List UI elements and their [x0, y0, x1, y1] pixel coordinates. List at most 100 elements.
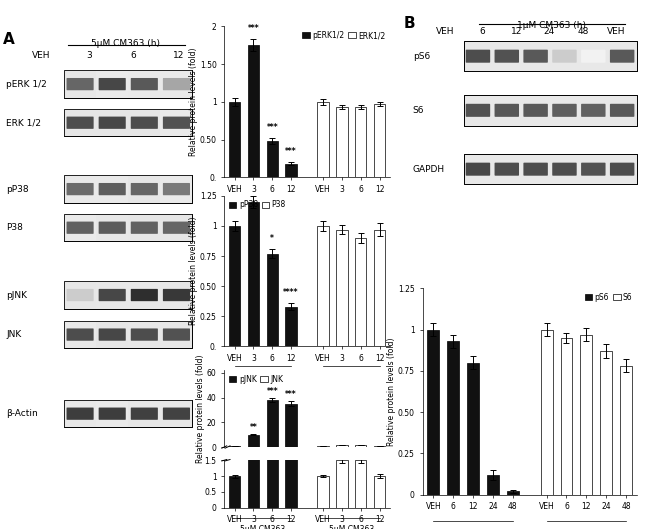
Bar — [374, 230, 385, 346]
Bar — [248, 435, 259, 447]
Text: 6: 6 — [130, 51, 136, 60]
Bar — [507, 491, 519, 495]
Bar — [64, 70, 96, 98]
Text: 5μM CM363: 5μM CM363 — [329, 207, 374, 216]
Bar — [64, 321, 96, 348]
Text: ****: **** — [283, 288, 299, 297]
FancyBboxPatch shape — [66, 78, 94, 90]
FancyBboxPatch shape — [610, 50, 634, 63]
Text: pS6: pS6 — [413, 52, 430, 61]
FancyBboxPatch shape — [131, 289, 158, 301]
FancyBboxPatch shape — [131, 222, 158, 234]
Bar — [161, 321, 192, 348]
Bar — [580, 334, 592, 495]
FancyBboxPatch shape — [552, 162, 577, 176]
FancyBboxPatch shape — [66, 407, 94, 420]
Text: P38: P38 — [6, 223, 23, 232]
Bar — [96, 109, 128, 136]
Bar — [447, 341, 460, 495]
FancyBboxPatch shape — [131, 183, 158, 195]
FancyBboxPatch shape — [131, 329, 158, 341]
Bar — [64, 70, 192, 98]
FancyBboxPatch shape — [552, 50, 577, 63]
Bar — [600, 351, 612, 495]
FancyBboxPatch shape — [552, 104, 577, 117]
Bar — [463, 41, 636, 71]
Bar — [266, 253, 278, 346]
Text: 6: 6 — [479, 28, 485, 37]
Text: ***: *** — [285, 147, 297, 156]
Bar — [64, 109, 192, 136]
FancyBboxPatch shape — [163, 329, 190, 341]
Text: 48: 48 — [578, 28, 589, 37]
Bar — [64, 214, 96, 241]
Bar — [64, 176, 96, 203]
FancyBboxPatch shape — [66, 116, 94, 129]
Bar — [463, 95, 636, 125]
Bar — [248, 190, 259, 508]
Text: VEH: VEH — [436, 28, 454, 37]
Bar — [229, 226, 240, 346]
Bar — [128, 176, 161, 203]
Bar — [317, 102, 329, 177]
Bar — [64, 109, 96, 136]
Text: 12: 12 — [174, 51, 185, 60]
Text: B: B — [404, 16, 415, 31]
Bar — [336, 460, 348, 508]
Bar — [355, 238, 367, 346]
Bar — [128, 321, 161, 348]
Legend: pERK1/2, ERK1/2: pERK1/2, ERK1/2 — [302, 30, 386, 41]
Bar — [161, 400, 192, 427]
Bar — [374, 446, 385, 447]
FancyBboxPatch shape — [131, 407, 158, 420]
Bar — [541, 330, 552, 495]
Bar — [467, 362, 479, 495]
Bar — [229, 446, 240, 447]
FancyBboxPatch shape — [99, 289, 125, 301]
Text: 24: 24 — [543, 28, 554, 37]
FancyBboxPatch shape — [495, 104, 519, 117]
Bar — [161, 70, 192, 98]
FancyBboxPatch shape — [99, 329, 125, 341]
FancyBboxPatch shape — [610, 162, 634, 176]
Text: (h): (h) — [346, 220, 357, 229]
Text: pERK 1/2: pERK 1/2 — [6, 79, 47, 89]
Bar — [336, 107, 348, 177]
Bar — [463, 154, 636, 185]
Bar — [128, 70, 161, 98]
Text: A: A — [3, 32, 14, 47]
Text: GAPDH: GAPDH — [413, 165, 445, 174]
Legend: pJNK, JNK: pJNK, JNK — [228, 374, 284, 385]
Bar — [428, 330, 439, 495]
Bar — [64, 109, 192, 136]
Text: β-Actin: β-Actin — [6, 409, 38, 418]
FancyBboxPatch shape — [163, 116, 190, 129]
Bar — [96, 321, 128, 348]
Text: VEH: VEH — [32, 51, 50, 60]
Text: 5μM CM363: 5μM CM363 — [329, 524, 374, 529]
FancyBboxPatch shape — [163, 78, 190, 90]
Bar — [96, 281, 128, 309]
Bar — [285, 307, 297, 346]
Bar — [64, 400, 192, 427]
Bar — [161, 109, 192, 136]
Bar — [285, 0, 297, 508]
Bar — [161, 281, 192, 309]
FancyBboxPatch shape — [581, 162, 606, 176]
FancyBboxPatch shape — [66, 183, 94, 195]
Bar — [336, 230, 348, 346]
Bar — [96, 214, 128, 241]
Bar — [64, 176, 192, 203]
Bar — [64, 321, 192, 348]
FancyBboxPatch shape — [131, 78, 158, 90]
Bar — [285, 163, 297, 177]
FancyBboxPatch shape — [523, 50, 548, 63]
FancyBboxPatch shape — [99, 78, 125, 90]
FancyBboxPatch shape — [465, 50, 490, 63]
FancyBboxPatch shape — [163, 289, 190, 301]
Bar — [248, 202, 259, 346]
Bar — [266, 0, 278, 508]
Bar — [64, 321, 192, 348]
Y-axis label: Relative protein levels (fold): Relative protein levels (fold) — [387, 337, 396, 446]
Text: 5μM CM363: 5μM CM363 — [240, 377, 285, 386]
